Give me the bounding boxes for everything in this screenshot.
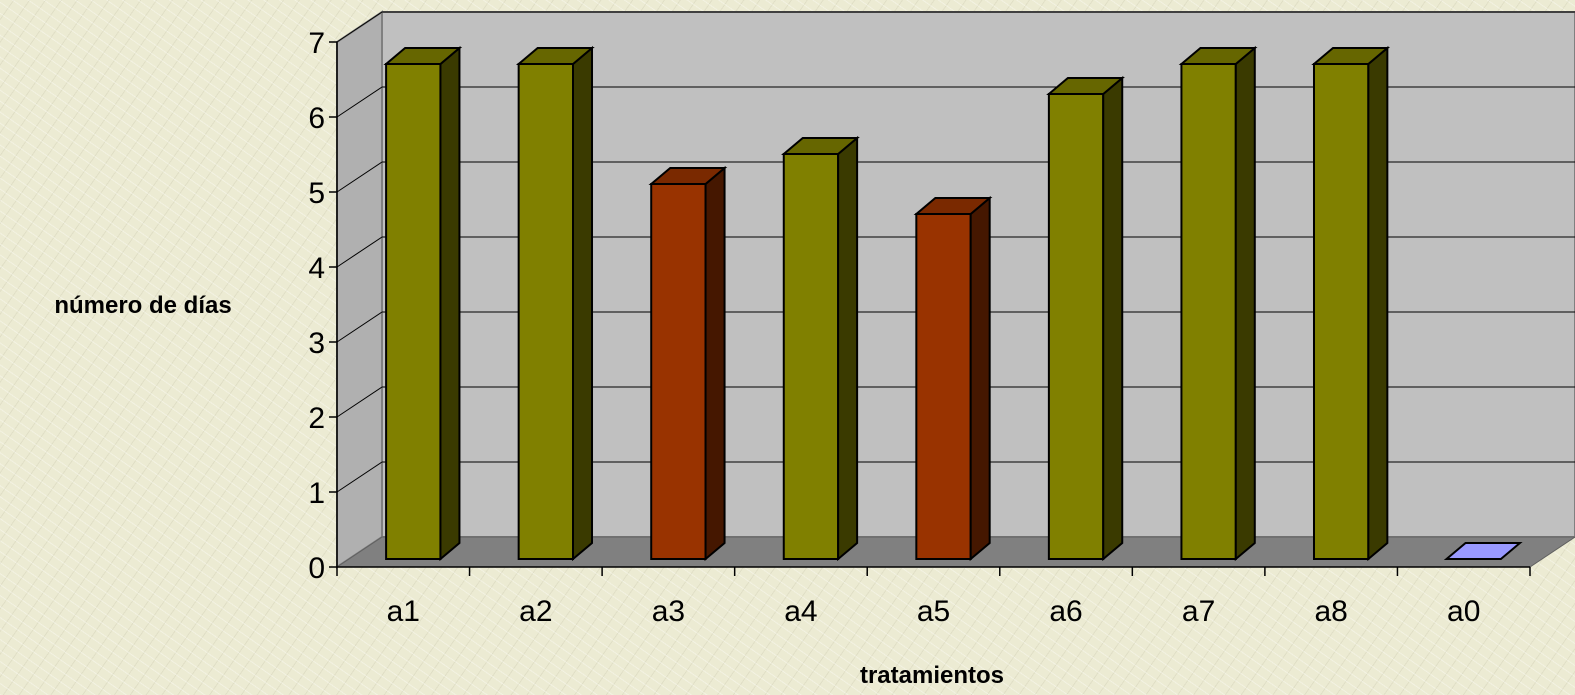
y-tick-label: 7 bbox=[308, 27, 325, 60]
gridline-side bbox=[336, 236, 383, 268]
x-tick-label-a4: a4 bbox=[784, 595, 817, 628]
y-tick-label: 1 bbox=[308, 477, 325, 510]
bar-side-a3 bbox=[704, 165, 726, 562]
bar-top-a5 bbox=[913, 197, 993, 215]
side-wall bbox=[336, 10, 383, 569]
y-tick-label: 3 bbox=[308, 327, 325, 360]
bar-side-a8 bbox=[1367, 45, 1389, 562]
y-tick-label: 4 bbox=[308, 252, 325, 285]
bar-a6 bbox=[1047, 93, 1105, 560]
bar-a4 bbox=[782, 153, 840, 560]
bar-a0 bbox=[1443, 542, 1523, 560]
x-tick-label-a5: a5 bbox=[917, 595, 950, 628]
chart-axes bbox=[329, 41, 1531, 576]
bar-a1 bbox=[385, 63, 442, 560]
bar-side-a5 bbox=[969, 195, 991, 562]
x-tick-label-a2: a2 bbox=[519, 595, 552, 628]
bar-a3 bbox=[650, 183, 707, 560]
bar-side-a6 bbox=[1102, 75, 1124, 562]
bar-a2 bbox=[517, 63, 575, 560]
bar-side-a2 bbox=[572, 45, 594, 562]
bar-side-a4 bbox=[837, 135, 859, 562]
bar-top-a7 bbox=[1178, 47, 1258, 65]
x-tick-label-a8: a8 bbox=[1314, 595, 1347, 628]
x-tick-label-a0: a0 bbox=[1447, 595, 1480, 628]
gridline-side bbox=[336, 161, 383, 193]
chart-bars bbox=[383, 45, 1523, 562]
y-axis-title: número de días bbox=[54, 292, 231, 319]
x-tick-labels: a1 a2 a3 a4 a5 a6 a7 a8 a0 bbox=[387, 595, 1481, 628]
x-axis-title: tratamientos bbox=[860, 662, 1004, 689]
x-tick-label-a6: a6 bbox=[1049, 595, 1082, 628]
gridline-side bbox=[336, 386, 383, 418]
bar-side-a1 bbox=[439, 45, 461, 562]
bar-top-a8 bbox=[1311, 47, 1391, 65]
x-tick-label-a3: a3 bbox=[652, 595, 685, 628]
gridline-side bbox=[336, 311, 383, 343]
bar-a7 bbox=[1180, 63, 1237, 560]
bar-a8 bbox=[1312, 63, 1370, 560]
bar-side-a7 bbox=[1234, 45, 1256, 562]
x-tick-label-a1: a1 bbox=[387, 595, 420, 628]
x-tick-label-a7: a7 bbox=[1182, 595, 1215, 628]
y-tick-label: 2 bbox=[308, 402, 325, 435]
y-tick-labels: 0 1 2 3 4 5 6 7 bbox=[308, 27, 325, 585]
bar-top-a3 bbox=[648, 167, 728, 185]
bar-top-a2 bbox=[515, 47, 595, 65]
y-tick-label: 5 bbox=[308, 177, 325, 210]
bar-top-a1 bbox=[383, 47, 463, 65]
y-tick-label: 6 bbox=[308, 102, 325, 135]
bar-top-a4 bbox=[781, 137, 860, 155]
gridline-side bbox=[336, 461, 383, 493]
bar-a5 bbox=[915, 213, 972, 560]
y-tick-label: 0 bbox=[308, 552, 325, 585]
gridline-side bbox=[336, 11, 383, 43]
gridline-side bbox=[336, 86, 383, 118]
bar-top-a6 bbox=[1046, 77, 1125, 95]
